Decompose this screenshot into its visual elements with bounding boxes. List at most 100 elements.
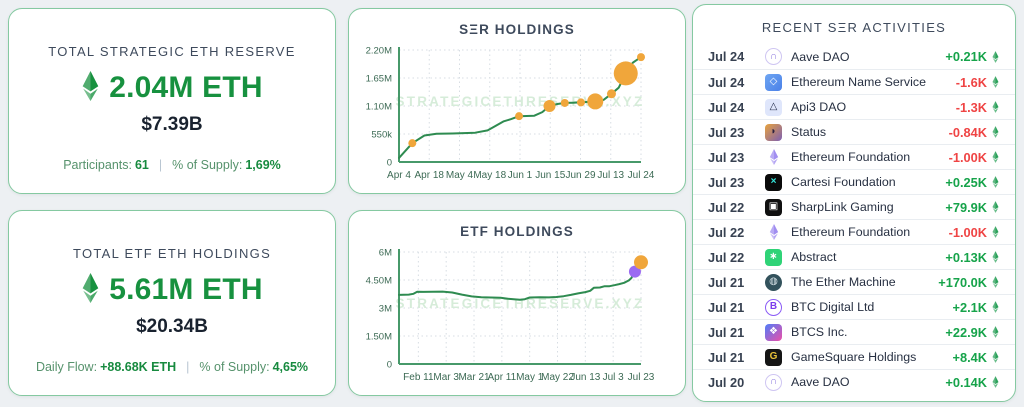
- entity-name[interactable]: GameSquare Holdings: [791, 350, 917, 364]
- activity-row[interactable]: Jul 21 ❖ BTCS Inc. +22.9K: [693, 319, 1015, 344]
- entity-name[interactable]: BTCS Inc.: [791, 325, 848, 339]
- activity-row[interactable]: Jul 23 Ethereum Foundation -1.00K: [693, 144, 1015, 169]
- activity-amount: +8.4K: [952, 349, 987, 365]
- activity-row[interactable]: Jul 22 ▣ SharpLink Gaming +79.9K: [693, 194, 1015, 219]
- x-tick-label: Jun 1: [508, 170, 533, 181]
- activity-amount: -1.6K: [955, 74, 987, 90]
- ser-holdings-chart: STRATEGICETHRESERVE.XYZ0550k1.10M1.65M2.…: [366, 46, 655, 182]
- data-point-marker: [634, 255, 648, 270]
- entity-name[interactable]: Abstract: [791, 250, 837, 264]
- activity-date: Jul 21: [708, 349, 745, 365]
- y-tick-label: 0: [387, 360, 392, 371]
- stats-divider: |: [158, 158, 163, 172]
- activity-row[interactable]: Jul 20 ∩ Aave DAO +0.14K: [693, 369, 1015, 394]
- activity-amount: +170.0K: [938, 274, 987, 290]
- activity-date: Jul 24: [708, 99, 745, 115]
- activity-date: Jul 23: [708, 124, 745, 140]
- stat-item: % of Supply: 4,65%: [199, 360, 309, 374]
- ser-card-title: TOTAL STRATEGIC ETH RESERVE: [48, 44, 296, 59]
- etf-card-title: TOTAL ETF ETH HOLDINGS: [72, 246, 272, 261]
- activity-amount: -0.84K: [948, 124, 987, 140]
- y-tick-label: 1.10M: [366, 102, 392, 113]
- activity-row[interactable]: Jul 24 ◇ Ethereum Name Service -1.6K: [693, 69, 1015, 94]
- ser-total-value: 2.04M ETH: [109, 71, 263, 104]
- eth-diamond-icon: [992, 50, 999, 63]
- etf-usd-value: $20.34B: [136, 316, 208, 337]
- ser-stats: Participants: 61 | % of Supply: 1,69%: [63, 158, 281, 172]
- watermark: STRATEGICETHRESERVE.XYZ: [396, 296, 645, 311]
- y-tick-label: 1.50M: [366, 332, 392, 343]
- entity-name[interactable]: Api3 DAO: [791, 100, 847, 114]
- x-tick-label: Apr 4: [387, 170, 411, 181]
- y-tick-label: 2.20M: [366, 46, 392, 57]
- eth-diamond-icon: [992, 50, 999, 63]
- eth-diamond-icon: [992, 326, 999, 338]
- ef-logo-icon: [765, 149, 782, 166]
- entity-name[interactable]: Ethereum Foundation: [791, 150, 911, 164]
- eth-diamond-icon: [992, 226, 999, 238]
- entity-name[interactable]: SharpLink Gaming: [791, 200, 894, 214]
- activity-row[interactable]: Jul 23 × Cartesi Foundation +0.25K: [693, 169, 1015, 194]
- activities-list: Jul 24 ∩ Aave DAO +0.21K Jul 24 ◇ Ethere…: [693, 44, 1015, 394]
- entity-name[interactable]: Cartesi Foundation: [791, 175, 896, 189]
- entity-name[interactable]: Aave DAO: [791, 49, 850, 64]
- data-point-marker: [637, 53, 645, 62]
- y-tick-label: 550k: [371, 130, 392, 141]
- total-ser-card: TOTAL STRATEGIC ETH RESERVE 2.04M ETH $7…: [8, 8, 336, 194]
- x-tick-label: Mar 3: [433, 372, 459, 383]
- entity-name[interactable]: Aave DAO: [791, 375, 850, 389]
- eth-diamond-icon: [992, 251, 999, 263]
- eth-diamond-icon: [992, 176, 999, 188]
- entity-name[interactable]: The Ether Machine: [791, 275, 896, 289]
- x-tick-label: Jun 29: [565, 170, 595, 181]
- activity-row[interactable]: Jul 21 B BTC Digital Ltd +2.1K: [693, 294, 1015, 319]
- activity-date: Jul 20: [708, 374, 745, 390]
- stats-divider: |: [186, 360, 190, 374]
- activity-row[interactable]: Jul 24 △ Api3 DAO -1.3K: [693, 94, 1015, 119]
- data-point-marker: [515, 112, 524, 121]
- btcs-logo-icon: ❖: [765, 323, 782, 341]
- activity-row[interactable]: Jul 23 ◗ Status -0.84K: [693, 119, 1015, 144]
- activity-row[interactable]: Jul 22 ∗ Abstract +0.13K: [693, 244, 1015, 269]
- y-tick-label: 3M: [379, 304, 392, 315]
- eth-logo-icon: [81, 272, 100, 308]
- eth-diamond-icon: [992, 251, 999, 263]
- activity-amount: +2.1K: [952, 299, 987, 315]
- activity-row[interactable]: Jul 21 ◍ The Ether Machine +170.0K: [693, 269, 1015, 294]
- ser-holdings-chart-card: SΞR HOLDINGS STRATEGICETHRESERVE.XYZ 0 550…: [348, 8, 686, 194]
- entity-name[interactable]: Status: [791, 125, 827, 139]
- x-tick-label: Jul 23: [628, 372, 655, 383]
- data-point-marker: [576, 98, 585, 107]
- activities-title: RECENT SΞR ACTIVITIES: [761, 20, 947, 35]
- activity-amount: +22.9K: [945, 324, 987, 340]
- stat-item: Participants: 61: [63, 158, 149, 172]
- activity-row[interactable]: Jul 24 ∩ Aave DAO +0.21K: [693, 44, 1015, 69]
- x-tick-label: May 18: [473, 170, 506, 181]
- activity-amount: -1.00K: [948, 149, 987, 165]
- etf-total-row: 5.61M ETH: [81, 272, 263, 308]
- eth-diamond-icon: [992, 351, 999, 363]
- etf-stats: Daily Flow: +88.68K ETH | % of Supply: 4,65%: [36, 360, 308, 374]
- gamesquare-logo-icon: G: [765, 348, 782, 366]
- entity-name[interactable]: Ethereum Foundation: [791, 225, 911, 239]
- activity-row[interactable]: Jul 22 Ethereum Foundation -1.00K: [693, 219, 1015, 244]
- etf-chart-title: ETF HOLDINGS: [460, 224, 574, 239]
- eth-diamond-icon: [992, 201, 999, 213]
- stat-item: Daily Flow: +88.68K ETH: [35, 360, 177, 374]
- abstract-logo-icon: ∗: [765, 248, 782, 266]
- total-etf-card: TOTAL ETF ETH HOLDINGS 5.61M ETH $20.34B…: [8, 210, 336, 396]
- ens-logo-icon: ◇: [765, 73, 782, 91]
- activity-row[interactable]: Jul 21 G GameSquare Holdings +8.4K: [693, 344, 1015, 369]
- eth-diamond-icon: [992, 276, 999, 288]
- entity-name[interactable]: BTC Digital Ltd: [791, 300, 875, 314]
- eth-diamond-icon: [82, 70, 99, 101]
- x-tick-label: Jul 13: [597, 170, 624, 181]
- activity-date: Jul 24: [708, 49, 745, 64]
- entity-name[interactable]: Ethereum Name Service: [791, 75, 926, 89]
- recent-activities-panel: RECENT SΞR ACTIVITIES Jul 24 ∩ Aave DAO …: [692, 4, 1016, 402]
- activity-amount: +79.9K: [945, 199, 987, 215]
- aave-logo-icon: ∩: [765, 373, 782, 391]
- eth-diamond-icon: [992, 351, 999, 363]
- x-tick-label: Feb 11: [403, 372, 434, 383]
